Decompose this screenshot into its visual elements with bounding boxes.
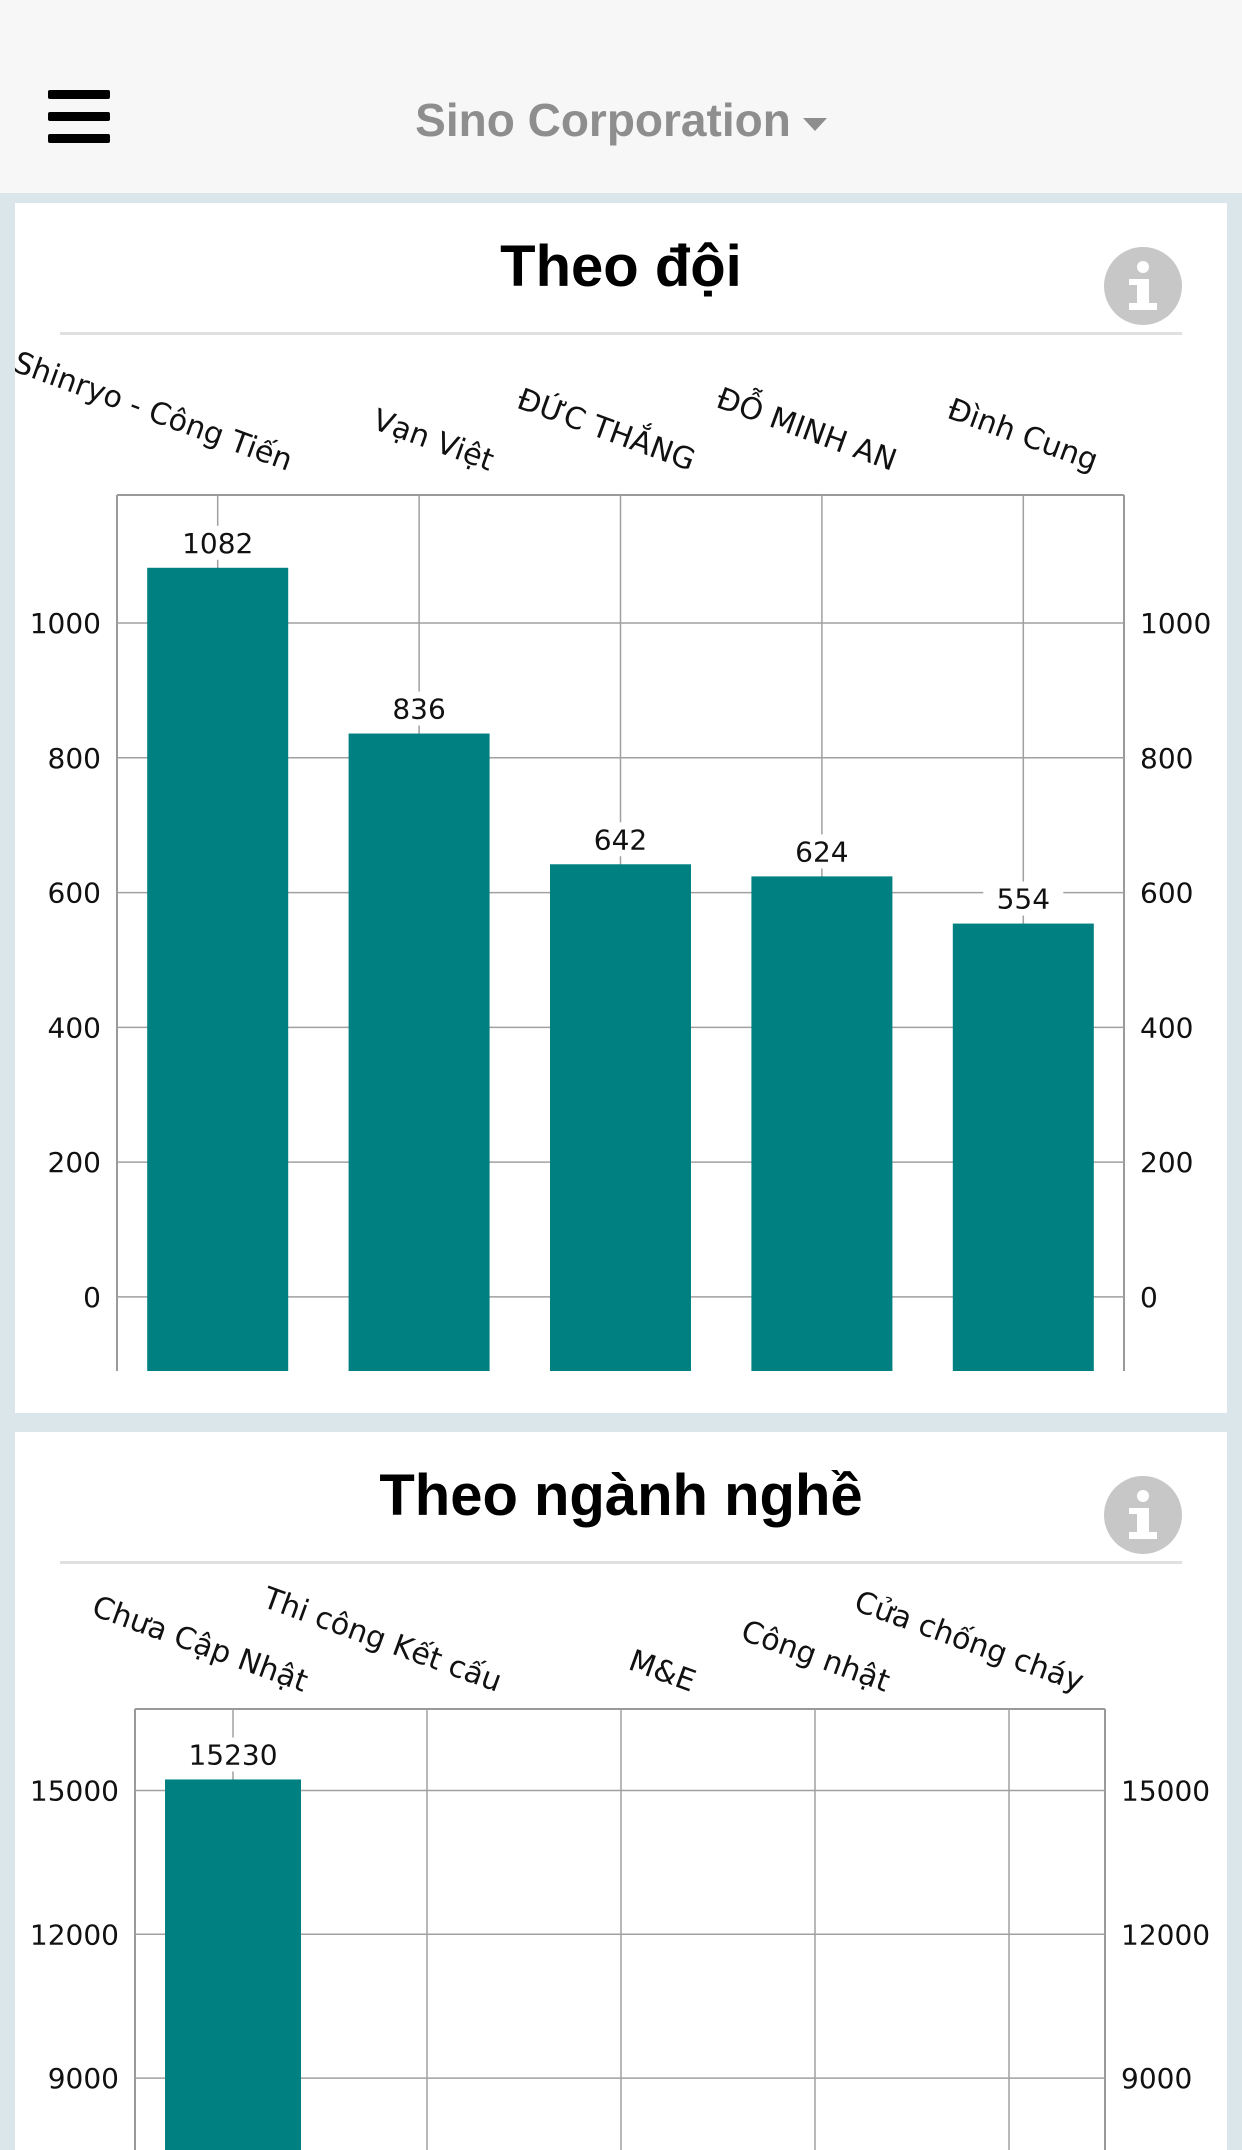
value-label-0: 15230 [188, 1738, 277, 1771]
bars: 1082 836 642 624 554 [147, 525, 1094, 1371]
y-tick-label-right: 12000 [1121, 1918, 1210, 1951]
y-tick-label-left: 600 [48, 877, 101, 910]
y-tick-label-right: 200 [1140, 1146, 1193, 1179]
y-tick-label-left: 1000 [30, 607, 101, 640]
category-label-4: Đình Cung [943, 392, 1103, 479]
info-icon[interactable] [1104, 247, 1182, 325]
y-tick-label-right: 0 [1140, 1281, 1158, 1314]
trade-chart-card: Theo ngành nghề 9000 9000 12000 12000 15000 1… [15, 1432, 1227, 2150]
y-tick-label-left: 400 [48, 1011, 101, 1044]
card-divider [60, 1561, 1182, 1564]
category-label-2: ĐỨC THẮNG [512, 377, 701, 478]
bar-1[interactable] [348, 733, 490, 1371]
y-tick-label-left: 12000 [30, 1918, 119, 1951]
value-label-bg [193, 1737, 273, 1772]
y-tick-label-right: 1000 [1140, 607, 1211, 640]
trade-bar-chart: 9000 9000 12000 12000 15000 15000 15230 Chưa Cậ… [30, 1580, 1210, 2150]
company-selector[interactable]: Sino Corporation [300, 90, 942, 150]
y-tick-label-left: 200 [48, 1146, 101, 1179]
y-tick-label-left: 0 [83, 1281, 101, 1314]
bar-4[interactable] [952, 923, 1094, 1371]
app-header: Sino Corporation [0, 0, 1242, 193]
card-divider [60, 332, 1182, 335]
card-title: Theo đội [500, 234, 742, 299]
y-tick-label-right: 400 [1140, 1011, 1193, 1044]
value-label-bg [983, 881, 1064, 916]
value-label-1: 836 [392, 693, 445, 726]
y-tick-label-right: 800 [1140, 742, 1193, 775]
bar-0[interactable] [165, 1779, 301, 2150]
y-tick-label-left: 800 [48, 742, 101, 775]
y-tick-label-right: 9000 [1121, 2062, 1192, 2095]
bars: 15230 [165, 1737, 301, 2150]
category-label-0: Shinryo - Công Tiến [15, 345, 297, 478]
hamburger-menu-icon[interactable] [48, 90, 110, 144]
value-label-bg [580, 822, 661, 857]
value-label-bg [177, 525, 258, 560]
category-labels: Shinryo - Công Tiến Vạn Việt ĐỨC THẮNG ĐỖ M… [15, 345, 1103, 478]
team-bar-chart: 0 0 200 200 400 400 600 600 800 800 1000 1000 1082 83… [15, 345, 1211, 1371]
value-label-2: 642 [594, 823, 647, 856]
caret-down-icon [802, 117, 827, 131]
y-tick-label-right: 15000 [1121, 1774, 1210, 1807]
company-name: Sino Corporation [415, 94, 791, 146]
value-label-3: 624 [795, 835, 848, 868]
horizontal-gridlines: 9000 9000 12000 12000 15000 15000 [30, 1774, 1210, 2095]
value-label-bg [379, 691, 460, 726]
category-label-3: ĐỖ MINH AN [712, 375, 903, 478]
bar-2[interactable] [550, 864, 691, 1371]
value-label-4: 554 [997, 883, 1050, 916]
category-label-3: Công nhật [737, 1614, 895, 1700]
bar-3[interactable] [751, 876, 893, 1371]
info-icon[interactable] [1104, 1476, 1182, 1554]
card-title: Theo ngành nghề [379, 1463, 863, 1528]
value-label-bg [781, 834, 862, 869]
y-tick-label-left: 15000 [30, 1774, 119, 1807]
category-label-2: M&E [624, 1643, 700, 1699]
bar-0[interactable] [147, 567, 289, 1371]
category-label-1: Vạn Việt [368, 403, 498, 479]
team-chart-card: Theo đội 0 0 200 200 400 400 600 600 800 800 1000 1… [15, 203, 1227, 1413]
vertical-gridlines [134, 1708, 1106, 2150]
value-label-0: 1082 [182, 527, 253, 560]
y-tick-label-left: 9000 [48, 2062, 119, 2095]
y-tick-label-right: 600 [1140, 877, 1193, 910]
